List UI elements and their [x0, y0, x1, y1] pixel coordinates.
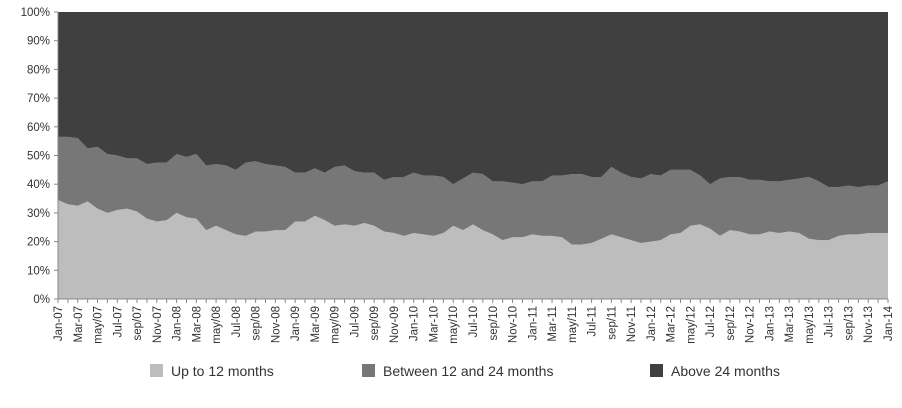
x-tick-label: Jan-13	[764, 306, 776, 341]
x-tick-label: may/10	[448, 306, 460, 344]
x-tick-label: Mar-13	[784, 306, 796, 342]
y-tick-label: 40%	[27, 179, 50, 191]
y-tick-label: 0%	[33, 294, 50, 306]
x-tick-label: Mar-12	[666, 306, 678, 342]
legend: Up to 12 months Between 12 and 24 months A…	[150, 363, 780, 379]
area-series-3	[58, 12, 888, 188]
y-tick-label: 70%	[27, 93, 50, 105]
x-tick-label: Nov-10	[508, 306, 520, 343]
area-series-2	[58, 136, 888, 245]
x-tick-label: Mar-08	[191, 306, 203, 342]
x-tick-label: Nov-09	[389, 306, 401, 343]
x-tick-label: Jan-14	[883, 305, 895, 341]
x-tick-label: Mar-10	[428, 306, 440, 342]
x-tick-label: sep/11	[606, 306, 618, 340]
x-tick-label: sep/09	[369, 306, 381, 341]
x-tick-label: Jan-08	[172, 306, 184, 341]
y-tick-label: 50%	[27, 151, 50, 163]
x-tick-label: Mar-09	[310, 306, 322, 342]
area-series-1	[58, 199, 888, 299]
x-tick-label: Jul-12	[705, 306, 717, 337]
x-tick-label: Jan-12	[646, 306, 658, 341]
legend-label: Between 12 and 24 months	[383, 363, 553, 379]
y-tick-label: 90%	[27, 36, 50, 48]
x-tick-label: may/13	[804, 306, 816, 344]
x-tick-label: Jul-07	[112, 306, 124, 337]
legend-label: Up to 12 months	[171, 363, 274, 379]
x-tick-label: Nov-07	[152, 306, 164, 343]
x-tick-label: may/08	[211, 306, 223, 344]
legend-label: Above 24 months	[671, 363, 780, 379]
legend-swatch	[150, 364, 163, 377]
x-tick-label: Jan-07	[53, 306, 65, 341]
legend-swatch	[362, 364, 375, 377]
y-tick-label: 20%	[27, 237, 50, 249]
y-tick-label: 100%	[21, 7, 50, 19]
x-tick-label: Jan-09	[290, 306, 302, 341]
x-tick-label: Jul-08	[231, 306, 243, 337]
tick-labels: 0% 10% 20% 30% 40% 50% 60% 70% 80% 90% 100% Jan-07 M…	[21, 7, 895, 344]
x-tick-label: Mar-11	[547, 306, 559, 342]
x-tick-label: may/09	[330, 306, 342, 344]
x-tick-label: Jan-10	[409, 306, 421, 341]
x-tick-label: Jul-10	[468, 306, 480, 337]
x-tick-label: may/07	[93, 306, 105, 344]
x-tick-label: sep/13	[843, 306, 855, 341]
x-tick-label: may/11	[567, 306, 579, 343]
x-tick-label: Jan-11	[527, 306, 539, 340]
legend-swatch	[650, 364, 663, 377]
x-tick-label: sep/10	[488, 306, 500, 341]
y-tick-label: 30%	[27, 208, 50, 220]
x-tick-label: Jul-11	[587, 306, 599, 336]
x-tick-label: sep/12	[725, 306, 737, 341]
y-tick-label: 60%	[27, 122, 50, 134]
x-tick-label: Jul-13	[824, 306, 836, 337]
series-areas	[58, 12, 888, 299]
x-tick-label: sep/08	[251, 306, 263, 341]
y-tick-label: 10%	[27, 265, 50, 277]
x-tick-label: sep/07	[132, 306, 144, 341]
axes	[54, 11, 889, 303]
x-tick-label: Nov-13	[863, 306, 875, 343]
x-tick-label: Nov-12	[745, 306, 757, 343]
x-tick-label: may/12	[685, 306, 697, 344]
y-tick-label: 80%	[27, 64, 50, 76]
x-tick-label: Nov-08	[270, 306, 282, 343]
x-tick-label: Jul-09	[349, 306, 361, 337]
x-tick-label: Nov-11	[626, 306, 638, 342]
x-tick-label: Mar-07	[73, 306, 85, 342]
